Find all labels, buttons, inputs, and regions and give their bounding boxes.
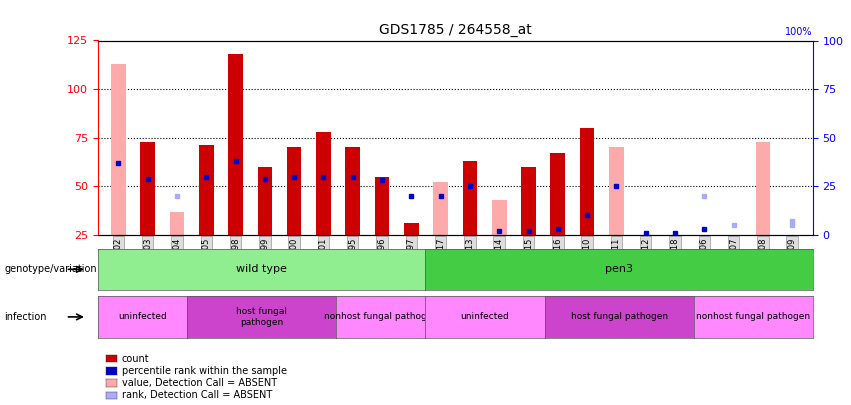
Text: genotype/variation: genotype/variation (4, 264, 97, 274)
Title: GDS1785 / 264558_at: GDS1785 / 264558_at (379, 23, 532, 37)
Text: uninfected: uninfected (118, 312, 167, 322)
Bar (551, 153, 565, 235)
Text: 100%: 100% (785, 27, 813, 36)
Bar (404, 223, 419, 235)
Bar (433, 182, 448, 235)
Bar (140, 142, 155, 235)
Text: host fungal pathogen: host fungal pathogen (570, 312, 668, 322)
Bar (287, 147, 301, 235)
Bar (228, 54, 243, 235)
Text: infection: infection (4, 312, 47, 322)
Bar (609, 147, 624, 235)
Bar (463, 161, 477, 235)
Bar (609, 182, 624, 235)
Text: value, Detection Call = ABSENT: value, Detection Call = ABSENT (122, 378, 277, 388)
Bar (316, 132, 331, 235)
Bar (756, 142, 770, 235)
Text: count: count (122, 354, 149, 364)
Bar (258, 167, 272, 235)
Bar (521, 167, 536, 235)
Text: host fungal
pathogen: host fungal pathogen (237, 307, 287, 326)
Bar (492, 200, 506, 235)
Text: pen3: pen3 (605, 264, 633, 274)
Bar (580, 128, 595, 235)
Bar (169, 211, 185, 235)
Text: nonhost fungal pathogen: nonhost fungal pathogen (696, 312, 810, 322)
Bar (492, 200, 506, 235)
Bar (199, 145, 214, 235)
Text: nonhost fungal pathogen: nonhost fungal pathogen (323, 312, 438, 322)
Text: percentile rank within the sample: percentile rank within the sample (122, 366, 287, 376)
Bar (346, 147, 360, 235)
Text: rank, Detection Call = ABSENT: rank, Detection Call = ABSENT (122, 390, 272, 400)
Bar (374, 177, 390, 235)
Text: uninfected: uninfected (460, 312, 510, 322)
Bar (111, 64, 126, 235)
Text: wild type: wild type (237, 264, 287, 274)
